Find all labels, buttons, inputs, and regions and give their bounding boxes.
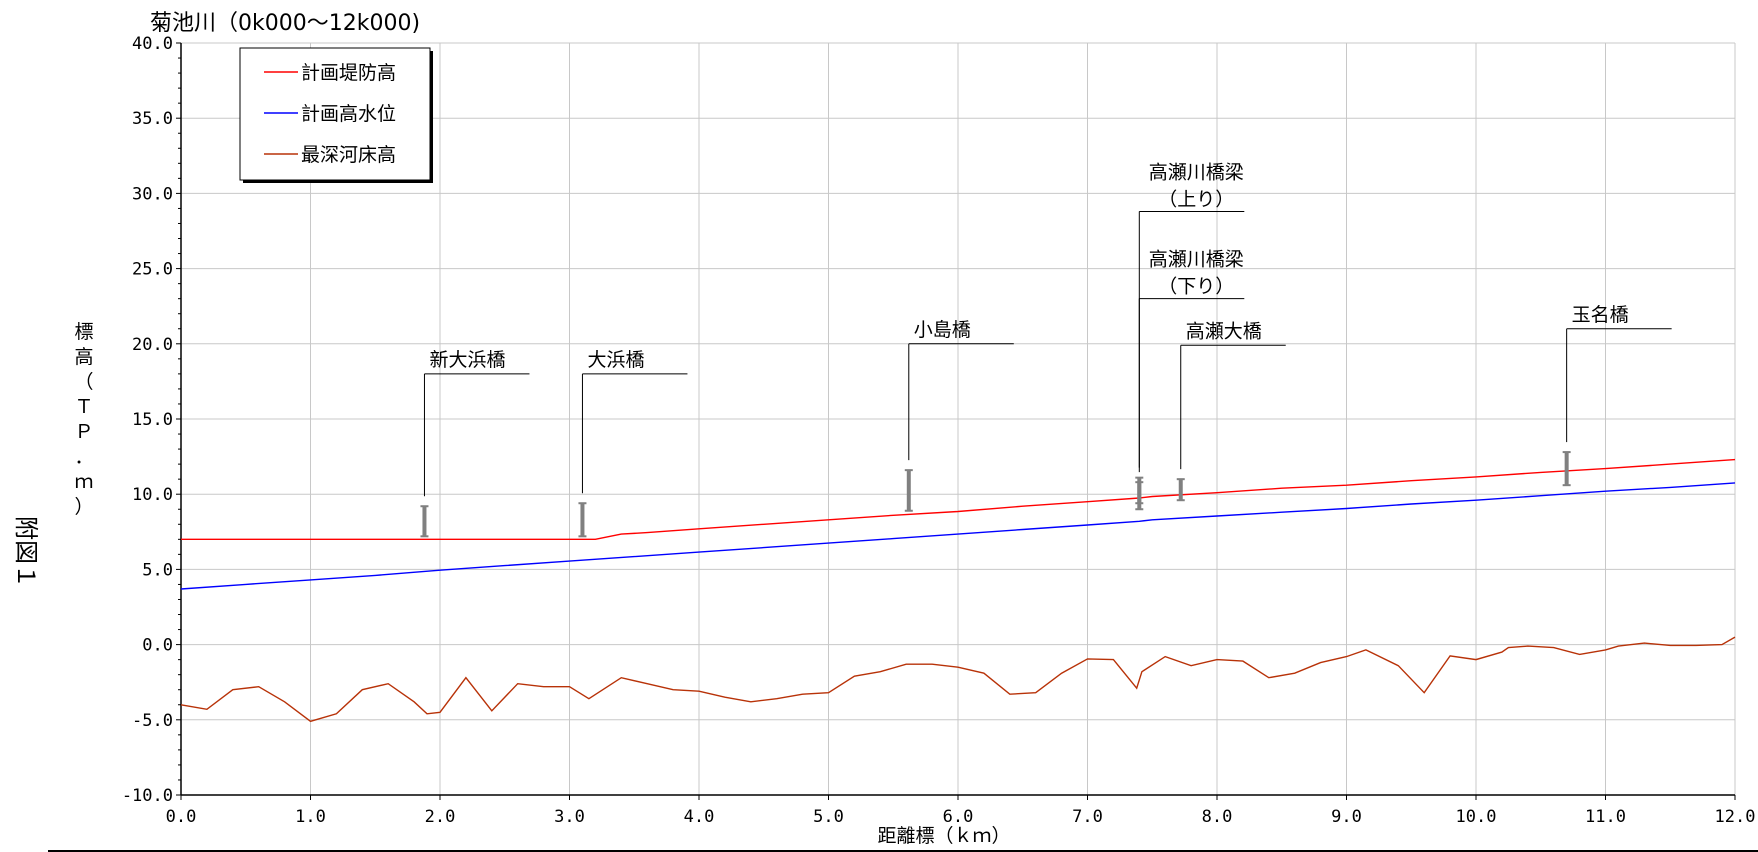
bridge-markers: 新大浜橋 大浜橋 小島橋 高瀬川橋梁 （下り） 高瀬川橋梁 （上り） 高瀬大橋 玉名橋: [420, 161, 1672, 538]
axes: [176, 42, 1736, 800]
x-tick-label: 3.0: [554, 807, 585, 827]
x-tick-label: 10.0: [1456, 807, 1497, 827]
bridge-label: 大浜橋: [587, 349, 644, 371]
legend-box: [239, 47, 431, 181]
y-axis-label: 標高 （ ＴＰ ． ｍ ）: [74, 321, 93, 518]
x-axis-label: 距離標（ｋｍ）: [877, 825, 1010, 847]
y-axis-label-char: ．: [74, 446, 93, 468]
bridge-label-sub: （上り）: [1158, 188, 1234, 210]
bridge-label-sub: （下り）: [1158, 276, 1234, 298]
y-tick-label: -5.0: [132, 711, 173, 731]
y-axis-label-char: Ｐ: [74, 421, 93, 443]
bridge-label: 玉名橋: [1572, 304, 1629, 326]
x-tick-label: 5.0: [813, 807, 844, 827]
y-tick-label: 35.0: [132, 109, 173, 129]
y-tick-labels: -10.0 -5.0 0.0 5.0 10.0 15.0 20.0 25.0 30.0 35.0 4…: [122, 34, 173, 806]
y-tick-label: 5.0: [142, 560, 173, 580]
x-tick-label: 1.0: [295, 807, 326, 827]
x-tick-label: 7.0: [1072, 807, 1103, 827]
series-line: [181, 458, 1736, 540]
x-tick-label: 4.0: [684, 807, 715, 827]
chart-title: 菊池川（0k000～12k000): [150, 11, 420, 36]
x-tick-label: 9.0: [1331, 807, 1362, 827]
bridge-label: 高瀬川橋梁: [1149, 161, 1244, 183]
y-axis-label-char: Ｔ: [74, 396, 93, 418]
x-tick-label: 8.0: [1202, 807, 1233, 827]
x-tick-label: 11.0: [1585, 807, 1626, 827]
y-axis-label-char: ）: [74, 496, 93, 518]
legend-entry: 計画高水位: [301, 103, 396, 125]
series-line: [180, 636, 1736, 723]
y-tick-label: 30.0: [132, 184, 173, 204]
y-tick-label: 20.0: [132, 335, 173, 355]
y-tick-label: -10.0: [122, 786, 173, 806]
bridge-label: 高瀬大橋: [1186, 320, 1262, 342]
legend-entry: 最深河床高: [301, 144, 396, 166]
x-tick-labels: 0.0 1.0 2.0 3.0 4.0 5.0 6.0 7.0 8.0 9.0 10.0 11.0 12…: [166, 807, 1756, 827]
y-tick-label: 25.0: [132, 260, 173, 280]
x-tick-label: 6.0: [943, 807, 974, 827]
y-tick-label: 0.0: [142, 636, 173, 656]
y-tick-label: 40.0: [132, 34, 173, 54]
y-axis-label-char: （: [74, 371, 93, 393]
y-tick-label: 15.0: [132, 410, 173, 430]
y-axis-label-char: 高: [74, 346, 93, 368]
x-tick-label: 2.0: [425, 807, 456, 827]
series-line: [180, 482, 1736, 590]
x-tick-label: 0.0: [166, 807, 197, 827]
series-lines: [180, 458, 1736, 723]
y-tick-label: 10.0: [132, 485, 173, 505]
bridge-label: 高瀬川橋梁: [1149, 249, 1244, 271]
bridge-label: 新大浜橋: [429, 349, 505, 371]
legend-entry: 計画堤防高: [301, 62, 396, 84]
y-axis-label-char: 標: [74, 321, 93, 343]
y-axis-label-char: ｍ: [74, 471, 93, 493]
bridge-label: 小島橋: [914, 319, 971, 341]
x-tick-label: 12.0: [1715, 807, 1756, 827]
